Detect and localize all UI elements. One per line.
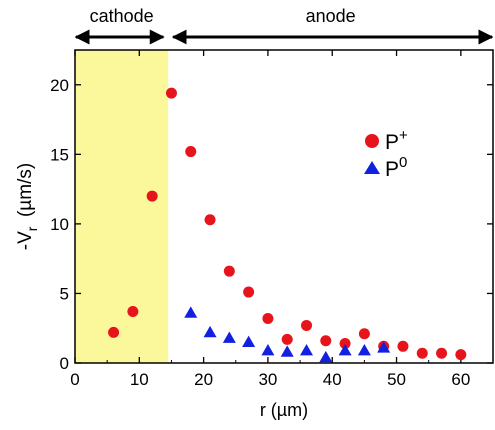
data-point-series1 [261, 343, 275, 356]
x-tick-label: 60 [451, 370, 470, 389]
legend: P+P0 [364, 127, 408, 181]
data-point-series0 [146, 190, 158, 202]
region-label-anode: anode [306, 6, 356, 26]
y-axis-label: -Vr (µm/s) [15, 163, 40, 250]
data-point-series1 [300, 343, 314, 356]
data-points-layer [108, 87, 467, 363]
x-tick-label: 30 [258, 370, 277, 389]
data-point-series1 [184, 306, 198, 318]
axis-labels: r (µm) -Vr (µm/s) [15, 163, 308, 420]
data-point-series1 [377, 341, 391, 353]
region-shade-cathode [75, 50, 169, 363]
data-point-series0 [320, 335, 332, 347]
legend-marker-series1 [364, 161, 380, 174]
data-point-series0 [127, 306, 139, 318]
y-tick-label: 0 [60, 354, 69, 373]
data-point-series0 [455, 349, 467, 361]
plot-frame [74, 49, 494, 364]
plot-border [74, 49, 494, 364]
y-tick-label: 20 [50, 76, 69, 95]
x-axis-label: r (µm) [260, 400, 308, 420]
x-tick-label: 50 [387, 370, 406, 389]
data-point-series0 [185, 146, 197, 158]
legend-label-series1: P0 [385, 154, 407, 181]
data-point-series1 [357, 343, 371, 356]
data-point-series0 [165, 87, 177, 99]
region-layer: cathode anode [74, 6, 494, 363]
data-point-series1 [319, 350, 333, 363]
data-point-series0 [416, 347, 428, 359]
tick-layer: 0 10 20 30 40 50 60 0 5 10 15 20 [50, 50, 493, 389]
data-point-series1 [280, 345, 294, 357]
data-point-series1 [242, 335, 256, 348]
data-point-series0 [223, 265, 235, 277]
data-point-series0 [243, 286, 255, 298]
data-point-series1 [222, 331, 236, 343]
x-tick-label: 10 [130, 370, 149, 389]
data-point-series1 [203, 325, 217, 338]
data-point-series0 [262, 312, 274, 324]
data-point-series0 [436, 347, 448, 359]
data-point-series0 [281, 333, 293, 345]
y-tick-label: 15 [50, 145, 69, 164]
region-label-cathode: cathode [90, 6, 154, 26]
legend-marker-series0 [365, 134, 379, 148]
data-point-series0 [397, 340, 409, 352]
data-point-series0 [204, 214, 216, 226]
data-point-series0 [301, 319, 313, 331]
x-tick-label: 0 [70, 370, 79, 389]
data-point-series0 [108, 326, 120, 338]
legend-label-series0: P+ [385, 127, 408, 154]
data-point-series0 [339, 338, 351, 350]
y-tick-label: 10 [50, 215, 69, 234]
y-tick-label: 5 [60, 284, 69, 303]
x-tick-label: 20 [194, 370, 213, 389]
data-point-series1 [338, 343, 352, 356]
x-tick-label: 40 [323, 370, 342, 389]
data-point-series0 [358, 328, 370, 340]
